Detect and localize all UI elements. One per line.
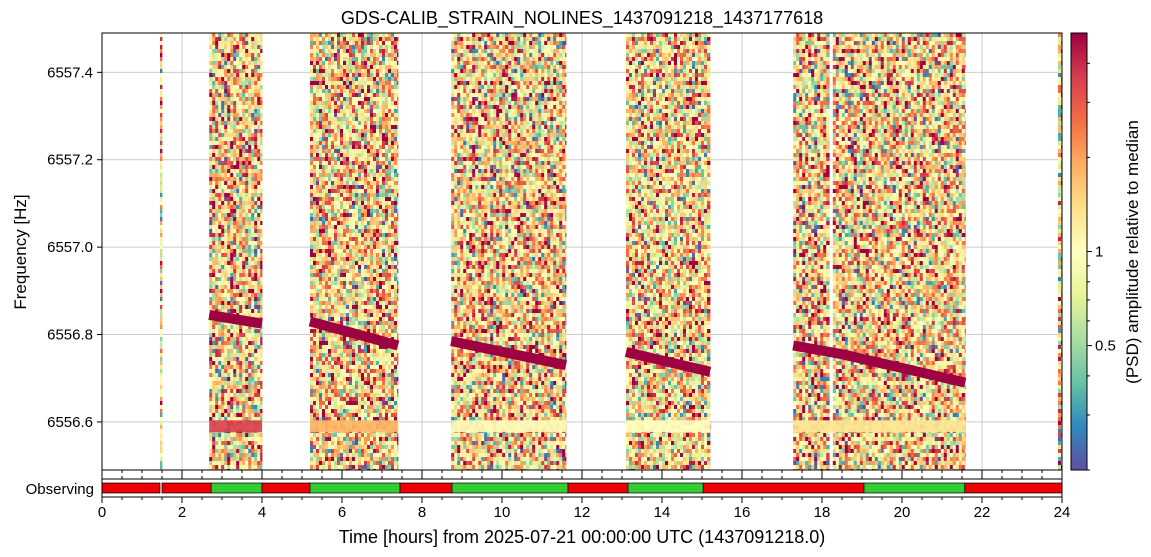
- spectrogram-segment-6: [832, 33, 966, 470]
- colorbar: 0.51 (PSD) amplitude relative to median: [1070, 32, 1142, 471]
- spectral-line-3: [624, 347, 712, 377]
- state-segment-7: [567, 482, 629, 494]
- state-segment-2: [210, 482, 263, 494]
- observing-state-panel: Observing: [26, 478, 1063, 498]
- state-panel-label: Observing: [26, 481, 94, 498]
- x-tick-label-12: 24: [1054, 504, 1071, 521]
- x-tick-label-2: 4: [258, 504, 266, 521]
- x-axis: 0 2 4 6 8 10 12 14 16 18 20 22 24: [98, 470, 1071, 521]
- y-tick-label-2: 6557.0: [47, 239, 93, 256]
- low-band-1: [310, 420, 398, 433]
- spectral-line-0: [208, 309, 263, 329]
- y-tick-label-0: 6556.6: [47, 414, 93, 431]
- y-axis: 6556.6 6556.8 6557.0 6557.2 6557.4: [47, 64, 102, 431]
- x-tick-label-6: 12: [574, 504, 591, 521]
- x-tick-label-5: 10: [494, 504, 511, 521]
- state-segment-10: [863, 482, 966, 494]
- state-bars: [101, 482, 1063, 494]
- x-tick-label-3: 6: [338, 504, 346, 521]
- spectral-line-4: [792, 340, 967, 388]
- x-tick-label-11: 22: [974, 504, 991, 521]
- low-band-4: [793, 420, 966, 433]
- low-band-3: [626, 420, 710, 433]
- spectral-line-1: [308, 316, 400, 351]
- chart-title: GDS-CALIB_STRAIN_NOLINES_1437091218_1437…: [341, 8, 823, 29]
- colorbar-label: (PSD) amplitude relative to median: [1123, 120, 1142, 384]
- state-segment-9: [702, 482, 865, 494]
- x-tick-label-7: 14: [654, 504, 671, 521]
- state-segment-11: [964, 482, 1063, 494]
- x-tick-label-1: 2: [178, 504, 186, 521]
- colorbar-tick-label-0: 0.5: [1095, 338, 1116, 355]
- spectral-lines: [208, 309, 967, 388]
- y-axis-label: Frequency [Hz]: [11, 194, 30, 309]
- spectrogram-segment-5: [793, 33, 830, 470]
- y-tick-label-4: 6557.4: [47, 64, 93, 81]
- state-segment-3: [261, 482, 311, 494]
- state-segment-8: [627, 482, 704, 494]
- x-axis-label: Time [hours] from 2025-07-21 00:00:00 UT…: [339, 527, 826, 547]
- y-tick-label-1: 6556.8: [47, 327, 93, 344]
- colorbar-gradient: [1071, 33, 1087, 470]
- x-tick-label-10: 20: [894, 504, 911, 521]
- spectrogram-segment-4: [626, 33, 711, 470]
- x-tick-label-8: 16: [734, 504, 751, 521]
- y-tick-label-3: 6557.2: [47, 152, 93, 169]
- state-segment-4: [309, 482, 401, 494]
- low-band-2: [451, 420, 566, 433]
- colorbar-tick-label-1: 1: [1095, 244, 1103, 261]
- x-tick-label-0: 0: [98, 504, 106, 521]
- spectrogram-segment-2: [310, 33, 399, 470]
- x-tick-label-4: 8: [418, 504, 426, 521]
- spectrogram-segment-3: [451, 33, 567, 470]
- colorbar-ticks: 0.51: [1087, 62, 1116, 471]
- low-band-0: [209, 420, 262, 433]
- spectral-line-2: [450, 336, 568, 370]
- x-tick-label-9: 18: [814, 504, 831, 521]
- state-segment-6: [451, 482, 569, 494]
- state-segment-5: [399, 482, 453, 494]
- spectrogram-segment-0: [160, 33, 163, 470]
- state-segment-0: [101, 482, 161, 494]
- spectrogram-plot: 6556.6 6556.8 6557.0 6557.2 6557.4: [47, 32, 1063, 471]
- state-segment-1: [161, 482, 212, 494]
- spectrogram-segment-1: [209, 33, 263, 470]
